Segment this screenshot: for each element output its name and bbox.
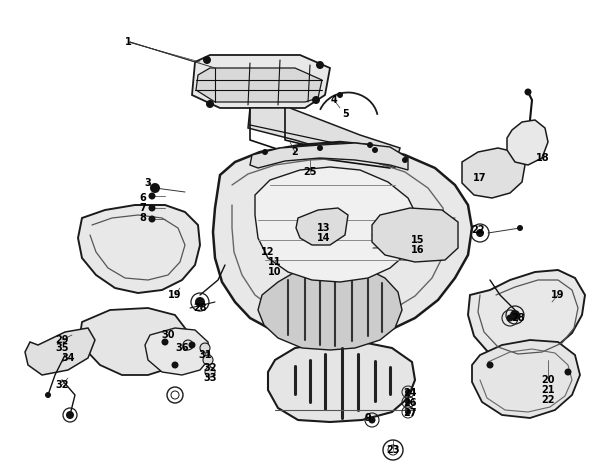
- Text: 14: 14: [317, 233, 330, 243]
- Text: 23: 23: [386, 445, 400, 455]
- Text: 10: 10: [268, 267, 282, 277]
- Circle shape: [476, 229, 484, 237]
- Text: 22: 22: [471, 225, 485, 235]
- Text: 32: 32: [55, 380, 69, 390]
- Circle shape: [405, 399, 411, 405]
- Circle shape: [312, 96, 320, 104]
- Text: 17: 17: [473, 173, 487, 183]
- Polygon shape: [462, 148, 525, 198]
- Circle shape: [203, 355, 213, 365]
- Text: 31: 31: [198, 350, 212, 360]
- Circle shape: [171, 361, 179, 369]
- Circle shape: [317, 145, 323, 151]
- Text: 20: 20: [541, 375, 554, 385]
- Circle shape: [405, 409, 411, 415]
- Polygon shape: [472, 340, 580, 418]
- Circle shape: [45, 392, 51, 398]
- Text: 15: 15: [411, 235, 425, 245]
- Text: 35: 35: [55, 343, 69, 353]
- Text: 7: 7: [140, 203, 146, 213]
- Text: 3: 3: [144, 178, 151, 188]
- Polygon shape: [507, 120, 548, 165]
- Text: 9: 9: [365, 413, 371, 423]
- Circle shape: [149, 205, 155, 211]
- Circle shape: [150, 183, 160, 193]
- Text: 11: 11: [268, 257, 282, 267]
- Text: 26: 26: [403, 398, 417, 408]
- Circle shape: [205, 367, 215, 377]
- Text: 22: 22: [541, 395, 554, 405]
- Text: 18: 18: [536, 153, 550, 163]
- Circle shape: [183, 340, 193, 350]
- Circle shape: [405, 389, 411, 395]
- Text: 30: 30: [161, 330, 175, 340]
- Text: 28: 28: [511, 313, 525, 323]
- Text: 13: 13: [317, 223, 330, 233]
- Text: 19: 19: [168, 290, 182, 300]
- Text: 19: 19: [551, 290, 565, 300]
- Circle shape: [206, 100, 214, 108]
- Text: 21: 21: [541, 385, 554, 395]
- Text: 1: 1: [125, 37, 132, 47]
- Text: 8: 8: [140, 213, 146, 223]
- Polygon shape: [145, 328, 210, 375]
- Text: 29: 29: [55, 335, 69, 345]
- Text: 32: 32: [203, 363, 217, 373]
- Circle shape: [368, 417, 376, 424]
- Circle shape: [203, 56, 211, 64]
- Text: 24: 24: [403, 388, 417, 398]
- Circle shape: [149, 216, 155, 222]
- Circle shape: [195, 297, 205, 307]
- Polygon shape: [250, 143, 408, 170]
- Polygon shape: [80, 308, 188, 375]
- Circle shape: [524, 88, 531, 95]
- Text: 28: 28: [193, 303, 207, 313]
- Text: 16: 16: [411, 245, 425, 255]
- Text: 4: 4: [330, 95, 337, 105]
- Circle shape: [402, 157, 408, 163]
- Polygon shape: [372, 208, 458, 262]
- Polygon shape: [25, 328, 95, 375]
- Circle shape: [517, 225, 523, 231]
- Polygon shape: [213, 142, 472, 340]
- Text: 12: 12: [261, 247, 275, 257]
- Circle shape: [316, 61, 324, 69]
- Text: 5: 5: [343, 109, 349, 119]
- Polygon shape: [296, 208, 348, 245]
- Circle shape: [200, 343, 210, 353]
- Circle shape: [507, 314, 513, 322]
- Polygon shape: [248, 108, 400, 165]
- Circle shape: [510, 310, 520, 320]
- Text: 36: 36: [175, 343, 188, 353]
- Circle shape: [188, 342, 195, 349]
- Circle shape: [262, 149, 268, 155]
- Circle shape: [66, 411, 74, 419]
- Text: 33: 33: [203, 373, 217, 383]
- Circle shape: [564, 369, 572, 376]
- Polygon shape: [468, 270, 585, 360]
- Circle shape: [162, 339, 168, 345]
- Circle shape: [367, 142, 373, 148]
- Text: 2: 2: [292, 147, 299, 157]
- Circle shape: [487, 361, 493, 369]
- Circle shape: [149, 192, 155, 199]
- Polygon shape: [196, 68, 322, 102]
- Text: 6: 6: [140, 193, 146, 203]
- Circle shape: [372, 147, 378, 153]
- Polygon shape: [192, 55, 330, 108]
- Polygon shape: [268, 342, 415, 422]
- Polygon shape: [255, 167, 418, 282]
- Polygon shape: [258, 264, 402, 350]
- Text: 27: 27: [403, 408, 417, 418]
- Circle shape: [337, 92, 343, 98]
- Polygon shape: [78, 205, 200, 293]
- Text: 34: 34: [61, 353, 75, 363]
- Text: 25: 25: [304, 167, 317, 177]
